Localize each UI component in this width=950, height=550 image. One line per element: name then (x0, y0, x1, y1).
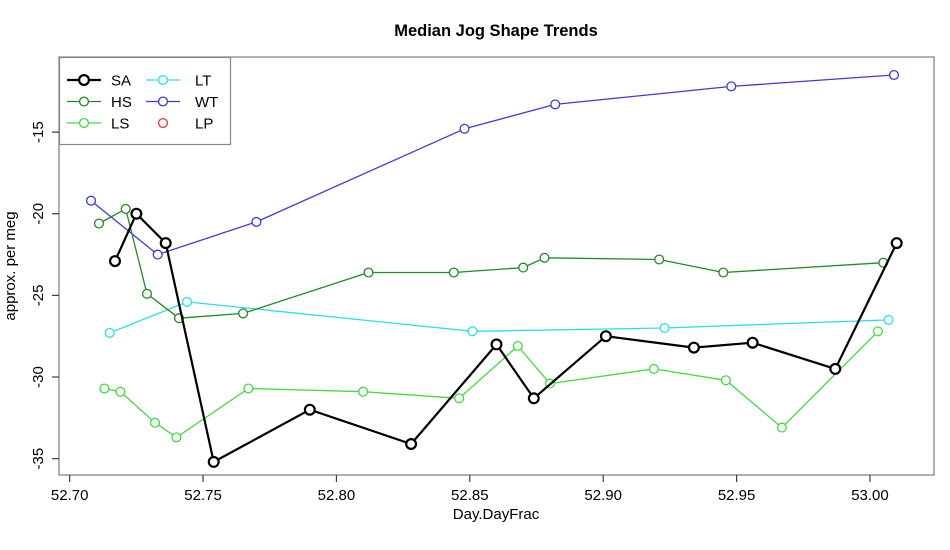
data-point-LS (149, 417, 161, 428)
legend-box: SA HS LS LT WT LP (58, 56, 232, 146)
data-point-HS (363, 267, 374, 278)
data-point-HS (654, 254, 665, 265)
series-line-LS (104, 330, 879, 439)
legend-label-WT: WT (195, 94, 218, 111)
data-point-WT (152, 249, 163, 260)
data-point-SA (207, 455, 220, 468)
data-point-WT (85, 195, 97, 206)
x-tick-label: 52.80 (318, 487, 356, 504)
data-point-LS (243, 383, 254, 394)
data-point-LS (99, 383, 110, 394)
legend-label-LP: LP (195, 116, 213, 133)
legend-marker-LP (157, 117, 169, 129)
data-point-HS (141, 288, 153, 299)
legend-marker-SA (77, 73, 90, 86)
x-tick-label: 52.85 (451, 487, 489, 504)
legend-marker-LS (78, 117, 90, 129)
x-tick-label: 52.70 (51, 487, 89, 504)
legend-label-LS: LS (111, 116, 129, 133)
data-point-SA (687, 341, 700, 354)
data-point-SA (108, 255, 121, 268)
data-point-WT (251, 216, 262, 227)
plot-box (58, 56, 935, 476)
y-tick-label: -15 (30, 121, 47, 143)
data-point-LS (358, 386, 369, 397)
legend-marker-HS (78, 96, 90, 107)
x-tick-label: 52.75 (184, 487, 222, 504)
data-point-HS (93, 218, 105, 229)
data-point-LS (171, 432, 182, 443)
data-point-HS (120, 203, 131, 214)
data-point-LT (181, 296, 193, 307)
data-point-HS (518, 262, 529, 273)
data-point-LT (883, 314, 894, 325)
data-point-LS (115, 386, 126, 397)
data-point-SA (829, 362, 842, 375)
data-point-SA (599, 330, 612, 343)
y-tick-label: -30 (30, 366, 47, 388)
x-tick-label: 53.00 (851, 487, 889, 504)
data-point-SA (527, 392, 540, 405)
data-point-LT (467, 326, 478, 337)
data-point-LT (659, 322, 670, 334)
data-point-SA (746, 336, 759, 349)
data-point-LS (512, 340, 523, 352)
data-point-WT (459, 123, 470, 134)
data-point-SA (303, 403, 316, 416)
data-point-LT (104, 327, 115, 338)
series-line-LT (109, 301, 889, 334)
data-point-WT (726, 81, 737, 92)
data-point-SA (405, 438, 418, 451)
data-point-WT (550, 99, 561, 110)
data-point-LS (776, 422, 787, 433)
series-line-HS (98, 208, 884, 319)
data-point-HS (539, 252, 550, 263)
x-axis-label: Day.DayFrac (453, 506, 540, 523)
legend-label-LT: LT (195, 73, 211, 90)
data-point-LS (872, 326, 884, 337)
data-point-LS (720, 375, 731, 386)
y-axis-label: approx. per meg (2, 211, 19, 320)
legend-label-SA: SA (111, 73, 131, 90)
legend-marker-LT (157, 74, 169, 86)
y-tick-label: -35 (30, 448, 47, 470)
x-tick-label: 52.90 (584, 487, 622, 504)
data-point-HS (718, 267, 729, 278)
legend-label-HS: HS (111, 94, 132, 111)
data-point-LS (648, 363, 659, 374)
y-tick-label: -25 (30, 285, 47, 307)
data-point-HS (448, 267, 459, 278)
y-tick-label: -20 (30, 203, 47, 225)
data-point-SA (130, 207, 143, 220)
legend-marker-WT (157, 96, 169, 107)
data-point-SA (159, 237, 172, 250)
data-point-SA (890, 237, 903, 250)
data-point-HS (238, 308, 249, 319)
data-point-SA (490, 338, 503, 351)
x-tick-label: 52.95 (718, 487, 756, 504)
data-point-LS (454, 393, 465, 404)
data-point-WT (888, 69, 900, 81)
chart-title: Median Jog Shape Trends (394, 22, 598, 40)
